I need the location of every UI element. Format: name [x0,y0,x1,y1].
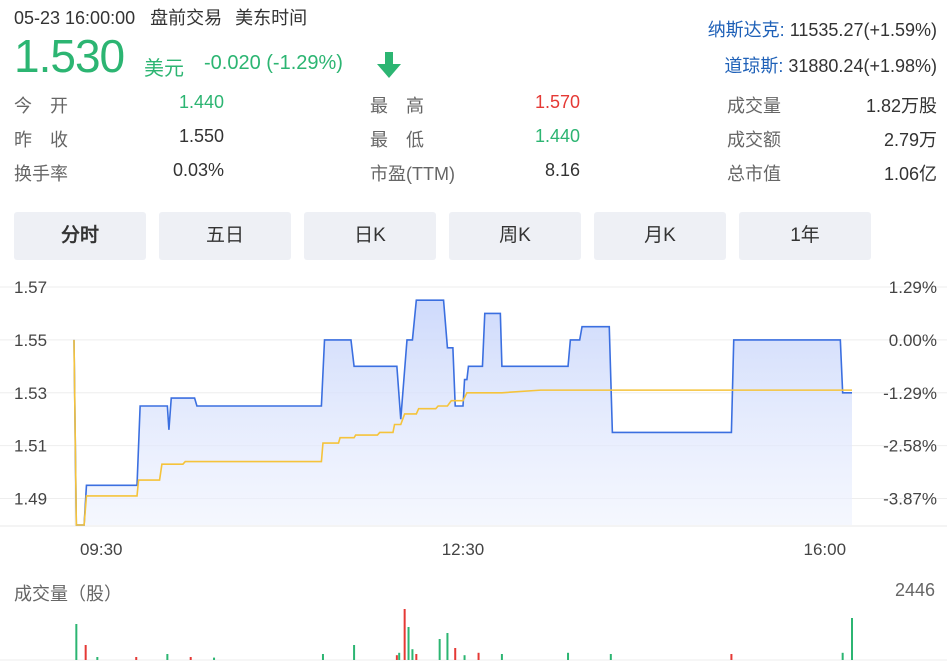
index-dow[interactable]: 道琼斯: 31880.24(+1.98%) [724,52,937,78]
stat-value: 1.440 [178,92,224,112]
volume-bar [841,652,844,660]
volume-bar [166,654,169,660]
index-value: 31880.24(+1.98%) [788,56,937,76]
index-value: 11535.27(+1.59%) [789,20,937,40]
volume-bar [75,624,78,660]
x-tick: 16:00 [803,540,846,559]
stat-label: 最 低 [370,130,424,150]
volume-bar [446,633,449,660]
stat-label: 成交量 [727,96,781,116]
volume-bar [84,645,87,660]
volume-bar [407,627,410,660]
stat-value: 8.16 [544,160,580,180]
volume-bar [96,657,99,660]
volume-max: 2446 [894,580,935,600]
y-tick-left: 1.57 [14,278,47,297]
tab-1[interactable]: 五日 [159,212,291,260]
stat-value: 1.82万股 [865,96,937,116]
stat-value: 0.03% [172,160,224,180]
y-tick-right: -3.87% [883,490,937,509]
volume-bar [353,645,356,660]
volume-bar [135,657,138,660]
session-label: 盘前交易 [150,8,223,28]
y-tick-right: -1.29% [883,384,937,403]
stat-value: 1.570 [534,92,580,112]
last-price: 1.530 [14,30,125,82]
tab-3[interactable]: 周K [449,212,581,260]
tab-5[interactable]: 1年 [739,212,871,260]
stat-label: 市盈(TTM) [370,164,455,184]
stat-value: 2.79万 [883,130,937,150]
y-tick-left: 1.53 [14,384,47,403]
volume-title: 成交量（股） [14,584,122,604]
volume-bar [567,652,570,660]
y-tick-right: 1.29% [889,278,937,297]
volume-bar [463,655,466,660]
volume-bar [403,609,406,660]
stat-label: 最 高 [370,96,424,116]
volume-bar [398,652,401,660]
avg-price-line [73,339,852,526]
datetime-text: 05-23 16:00:00 [14,8,136,28]
volume-bar [454,648,457,660]
index-name: 纳斯达克: [707,20,785,40]
volume-bar [213,657,216,660]
volume-bar [415,654,418,660]
index-nasdaq[interactable]: 纳斯达克: 11535.27(+1.59%) [708,16,937,42]
tab-4[interactable]: 月K [594,212,726,260]
volume-bar [730,654,733,660]
volume-bar [477,652,480,660]
stat-label: 总市值 [727,164,781,184]
y-tick-left: 1.51 [14,437,47,456]
price-change: -0.020 (-1.29%) [204,52,343,74]
timezone-label: 美东时间 [235,8,308,28]
stat-value: 1.440 [534,126,580,146]
y-tick-right: -2.58% [883,437,937,456]
stat-label: 昨 收 [14,130,68,150]
price-line [73,299,852,526]
volume-bar [500,654,503,660]
index-name: 道琼斯: [724,56,784,76]
tab-2[interactable]: 日K [304,212,436,260]
volume-bar [395,655,398,660]
down-arrow-icon [377,52,401,78]
y-tick-left: 1.55 [14,331,47,350]
volume-bar [851,618,853,660]
intraday-chart[interactable]: 1.57 1.55 1.53 1.51 1.49 1.29% 0.00% -1.29% -2.5… [0,270,947,670]
x-tick: 12:30 [442,540,485,559]
stat-value: 1.550 [178,126,224,146]
stat-label: 成交额 [727,130,781,150]
x-tick: 09:30 [80,540,123,559]
volume-bar [438,639,441,660]
volume-bar [411,649,414,660]
volume-bar [321,654,324,660]
price-area [74,300,852,525]
currency-label: 美元 [144,58,184,80]
y-tick-left: 1.49 [14,490,47,509]
stat-label: 换手率 [14,164,68,184]
tab-0[interactable]: 分时 [14,212,146,260]
y-tick-right: 0.00% [889,331,937,350]
stat-value: 1.06亿 [883,164,937,184]
volume-bar [189,657,192,660]
quote-datetime: 05-23 16:00:00 盘前交易 美东时间 [14,4,307,30]
volume-bar [609,654,612,660]
stat-label: 今 开 [14,96,68,116]
